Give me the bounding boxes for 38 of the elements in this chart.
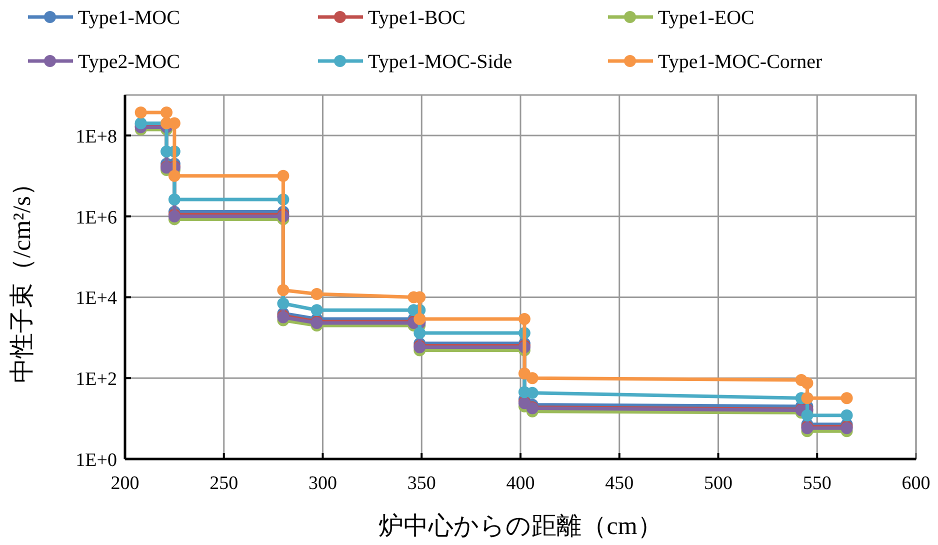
point <box>840 409 853 422</box>
point <box>277 297 290 310</box>
y-axis-title: 中性子束（/cm²/s） <box>9 171 36 383</box>
point <box>801 409 814 422</box>
point <box>160 106 173 118</box>
point <box>310 288 323 300</box>
y-tick-label: 1E+0 <box>76 450 117 471</box>
legend-label: Type2-MOC <box>78 51 180 73</box>
point <box>277 170 290 182</box>
x-tick-label: 550 <box>802 473 832 494</box>
y-tick-label: 1E+6 <box>76 207 117 228</box>
point <box>168 170 180 182</box>
y-tick-label: 1E+8 <box>76 126 117 148</box>
legend-label: Type1-MOC-Corner <box>658 51 822 73</box>
y-tick-label: 1E+4 <box>76 288 118 310</box>
point <box>414 327 426 340</box>
x-tick-label: 400 <box>506 473 535 494</box>
x-tick-label: 200 <box>110 473 140 494</box>
point <box>310 304 323 316</box>
point <box>168 194 180 206</box>
x-tick-label: 600 <box>902 473 930 494</box>
x-tick-label: 300 <box>308 473 337 494</box>
x-tick-label: 500 <box>704 473 732 494</box>
x-axis-title: 炉中心からの距離（cm） <box>378 512 662 540</box>
point <box>277 284 290 296</box>
x-tick-label: 350 <box>407 473 436 494</box>
point <box>801 377 814 390</box>
legend-label: Type1-MOC-Side <box>368 51 512 73</box>
x-tick-label: 450 <box>605 473 634 494</box>
point <box>840 392 853 404</box>
point <box>518 312 530 325</box>
point <box>134 106 147 118</box>
point <box>526 372 538 384</box>
legend-label: Type1-MOC <box>78 7 180 29</box>
y-tick-label: 1E+2 <box>76 369 117 390</box>
legend-label: Type1-BOC <box>368 7 466 29</box>
legend-label: Type1-EOC <box>658 7 754 29</box>
x-tick-label: 250 <box>210 473 238 494</box>
